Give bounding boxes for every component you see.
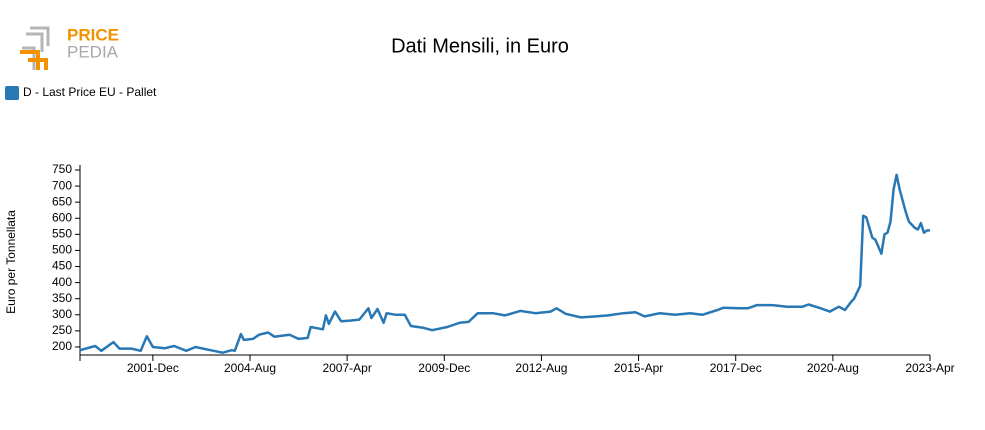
- logo-text: PEDIA: [67, 42, 119, 61]
- x-tick-label: 2012-Aug: [515, 361, 567, 375]
- x-tick-label: 2017-Dec: [710, 361, 762, 375]
- logo-text: PRICE: [67, 25, 119, 44]
- y-tick-label: 350: [52, 291, 72, 305]
- logo-mark: [20, 50, 48, 70]
- y-tick-label: 500: [52, 243, 72, 257]
- x-tick-label: 2015-Apr: [614, 361, 663, 375]
- y-tick-label: 450: [52, 259, 72, 273]
- y-tick-label: 750: [52, 162, 72, 176]
- logo-mark: [30, 26, 50, 46]
- y-tick-label: 200: [52, 339, 72, 353]
- legend-label: D - Last Price EU - Pallet: [23, 85, 157, 99]
- y-axis-label: Euro per Tonnellata: [4, 210, 18, 314]
- logo: PRICE PEDIA: [20, 25, 119, 70]
- line: [79, 173, 931, 354]
- x-tick-label: 2001-Dec: [127, 361, 179, 375]
- x-tick-label: 2020-Aug: [807, 361, 859, 375]
- y-tick-label: 550: [52, 227, 72, 241]
- x-tick-label: 2007-Apr: [322, 361, 371, 375]
- y-tick-label: 300: [52, 307, 72, 321]
- y-tick-label: 250: [52, 323, 72, 337]
- legend-swatch: [5, 86, 19, 100]
- y-tick-label: 650: [52, 194, 72, 208]
- x-tick-label: 2009-Dec: [418, 361, 470, 375]
- x-tick-label: 2004-Aug: [224, 361, 276, 375]
- x-tick-label: 2023-Apr: [905, 361, 954, 375]
- y-tick-label: 400: [52, 275, 72, 289]
- logo-mark: [22, 32, 44, 70]
- chart-title: Dati Mensili, in Euro: [391, 35, 569, 57]
- y-tick-label: 700: [52, 178, 72, 192]
- y-tick-label: 600: [52, 210, 72, 224]
